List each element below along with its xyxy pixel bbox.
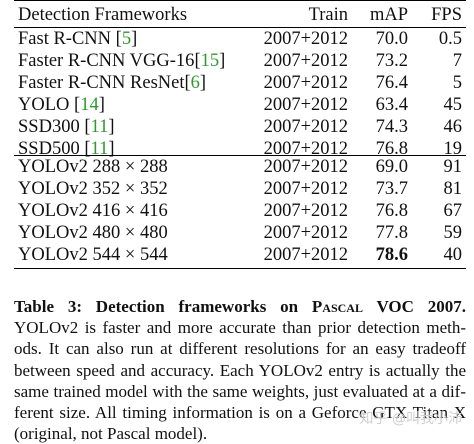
table-row: YOLO [14] 2007+2012 63.4 45 (18, 95, 463, 115)
fps-cell: 46 (443, 117, 463, 137)
caption-title: Detection frameworks on Pascal VOC 2007. (95, 297, 466, 316)
train-cell: 2007+2012 (263, 179, 348, 199)
table-row: YOLOv2 544 × 544 2007+2012 78.6 40 (14, 244, 466, 266)
framework-name: YOLOv2 416 × 416 (18, 201, 168, 221)
train-cell: 2007+2012 (263, 51, 348, 71)
train-cell: 2007+2012 (263, 139, 348, 159)
map-cell: 70.0 (375, 29, 408, 49)
framework-name: YOLOv2 352 × 352 (18, 179, 168, 199)
caption-line: same trained model with the same weights… (14, 381, 466, 401)
framework-name: SSD500 (18, 139, 85, 159)
framework-name: YOLOv2 288 × 288 (18, 157, 168, 177)
framework-name: Faster R-CNN VGG-16 (18, 51, 195, 71)
caption-line: (original, not Pascal model). (14, 424, 208, 444)
table-header: Detection Frameworks Train mAP FPS (14, 4, 466, 26)
map-cell: 73.2 (375, 51, 408, 71)
table-row: YOLOv2 416 × 416 2007+2012 76.8 67 (14, 200, 466, 222)
header-map: mAP (369, 5, 408, 25)
citation-link[interactable]: 11 (90, 139, 109, 159)
fps-cell: 81 (443, 179, 463, 199)
top-rule (14, 0, 466, 1)
fps-cell: 59 (443, 223, 463, 243)
train-cell: 2007+2012 (263, 157, 348, 177)
fps-cell: 67 (443, 201, 463, 221)
framework-name: YOLO (18, 95, 75, 115)
caption-line: between speed and accuracy. Each YOLOv2 … (14, 360, 466, 380)
table-row: YOLOv2 480 × 480 2007+2012 77.8 59 (14, 222, 466, 244)
fps-cell: 19 (443, 139, 463, 159)
train-cell: 2007+2012 (263, 223, 348, 243)
map-cell-best: 78.6 (375, 245, 408, 265)
table-row: SSD500 [11] 2007+2012 76.8 19 (18, 139, 463, 159)
header-train: Train (308, 5, 348, 25)
header-frameworks: Detection Frameworks (18, 5, 188, 25)
map-cell: 76.4 (375, 73, 408, 93)
bottom-rule (14, 268, 466, 269)
map-cell: 77.8 (375, 223, 408, 243)
map-cell: 76.8 (375, 139, 408, 159)
caption-label: Table 3: (14, 297, 82, 316)
table-row: Faster R-CNN VGG-16[15] 2007+2012 73.2 7 (18, 51, 462, 71)
fps-cell: 7 (452, 51, 462, 71)
train-cell: 2007+2012 (263, 201, 348, 221)
caption-line: YOLOv2 is faster and more accurate than … (14, 318, 466, 338)
train-cell: 2007+2012 (263, 117, 348, 137)
fps-cell: 45 (443, 95, 463, 115)
fps-cell: 0.5 (438, 29, 462, 49)
citation-link[interactable]: 6 (190, 73, 200, 93)
citation-link[interactable]: 5 (121, 29, 132, 49)
group-rule (14, 155, 466, 156)
table-row: YOLOv2 352 × 352 2007+2012 73.7 81 (14, 178, 466, 200)
train-cell: 2007+2012 (263, 95, 348, 115)
train-cell: 2007+2012 (263, 73, 348, 93)
caption-line: ferent size. All timing information is o… (14, 403, 466, 423)
fps-cell: 40 (443, 245, 463, 265)
framework-name: SSD300 (18, 117, 85, 137)
map-cell: 74.3 (375, 117, 408, 137)
framework-name: YOLOv2 480 × 480 (18, 223, 168, 243)
map-cell: 73.7 (375, 179, 408, 199)
map-cell: 76.8 (375, 201, 408, 221)
train-cell: 2007+2012 (263, 29, 348, 49)
framework-name: YOLOv2 544 × 544 (18, 245, 168, 265)
table-row: YOLOv2 288 × 288 2007+2012 69.0 91 (14, 156, 466, 178)
table-caption: Table 3: Detection frameworks on Pascal … (14, 296, 466, 444)
framework-name: Faster R-CNN ResNet (18, 73, 185, 93)
header-rule (14, 27, 466, 28)
caption-line: ods. It can also run at different resolu… (14, 339, 466, 359)
map-cell: 63.4 (375, 95, 408, 115)
table-row: Faster R-CNN ResNet[6] 2007+2012 76.4 5 (18, 73, 462, 93)
fps-cell: 5 (452, 73, 462, 93)
citation-link[interactable]: 11 (90, 117, 109, 137)
map-cell: 69.0 (375, 157, 408, 177)
citation-link[interactable]: 14 (80, 95, 99, 115)
fps-cell: 91 (443, 157, 463, 177)
citation-link[interactable]: 15 (200, 51, 220, 71)
table-row: SSD300 [11] 2007+2012 74.3 46 (18, 117, 463, 137)
framework-name: Fast R-CNN (18, 29, 116, 49)
table-row: Fast R-CNN [5] 2007+2012 70.0 0.5 (18, 29, 462, 49)
train-cell: 2007+2012 (263, 245, 348, 265)
header-fps: FPS (431, 5, 462, 25)
watermark: 知乎 @叫我小沛 (359, 411, 462, 427)
